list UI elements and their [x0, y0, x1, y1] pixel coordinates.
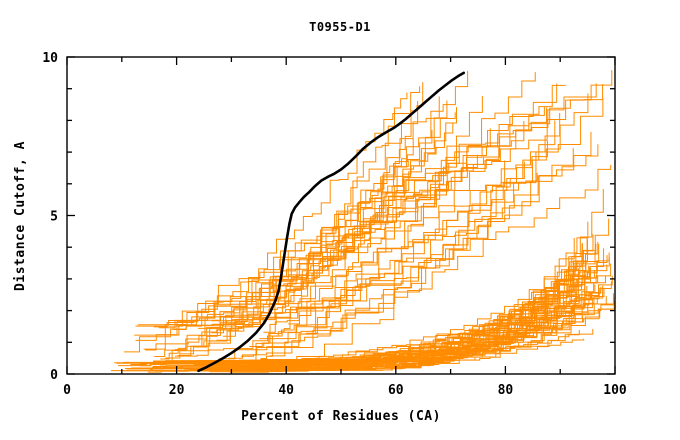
x-tick-label: 0 [63, 383, 71, 398]
ensemble-curve [186, 316, 584, 364]
ensemble-curve [122, 328, 594, 372]
y-tick-label: 10 [42, 51, 58, 66]
ensemble-series-layer [111, 70, 616, 373]
ensemble-curve [123, 106, 545, 353]
ensemble-curve [288, 172, 538, 325]
ensemble-curve [211, 131, 592, 326]
ensemble-curve [135, 83, 558, 327]
ensemble-curve [157, 112, 456, 364]
ensemble-curve [154, 150, 460, 357]
y-tick-label: 0 [50, 368, 58, 383]
ensemble-curve [230, 100, 448, 364]
y-tick-label: 5 [50, 210, 58, 225]
ensemble-curve [263, 144, 599, 333]
ensemble-curve [160, 86, 421, 360]
axis-ticks [66, 56, 616, 375]
x-tick-label: 60 [388, 383, 404, 398]
ensemble-curve [212, 252, 610, 369]
x-tick-label: 80 [498, 383, 514, 398]
ensemble-curve [222, 241, 599, 365]
x-axis-title: Percent of Residues (CA) [241, 409, 441, 424]
ensemble-curve [111, 264, 608, 372]
ensemble-curve [147, 248, 605, 373]
ensemble-curve [198, 70, 469, 329]
x-tick-label: 20 [169, 383, 185, 398]
highlight-curve [197, 71, 466, 373]
ensemble-curve [165, 112, 561, 359]
ensemble-curve [177, 96, 440, 356]
ensemble-curve [259, 160, 506, 340]
ensemble-curve [257, 92, 408, 348]
x-tick-labels: 0 20 40 60 80 100 [63, 383, 627, 398]
ensemble-curve [145, 107, 457, 351]
ensemble-curve [158, 100, 419, 329]
x-tick-label: 100 [603, 383, 627, 398]
ensemble-curve [249, 96, 483, 347]
y-axis-title: Distance Cutoff, A [13, 141, 28, 291]
y-tick-labels: 0 5 10 [42, 51, 58, 383]
ensemble-curve [240, 164, 612, 357]
ensemble-curve [135, 70, 613, 341]
ensemble-curve [134, 98, 604, 336]
chart-title: T0955-D1 [309, 20, 371, 34]
ensemble-curve [245, 257, 610, 373]
x-tick-label: 40 [278, 383, 294, 398]
ensemble-curve [305, 82, 424, 334]
ensemble-curve [174, 160, 409, 357]
ensemble-curve [122, 298, 598, 363]
ensemble-curve [269, 93, 589, 370]
ensemble-curve [177, 84, 604, 326]
ensemble-curve [269, 107, 548, 357]
highlight-series-layer [197, 71, 466, 373]
